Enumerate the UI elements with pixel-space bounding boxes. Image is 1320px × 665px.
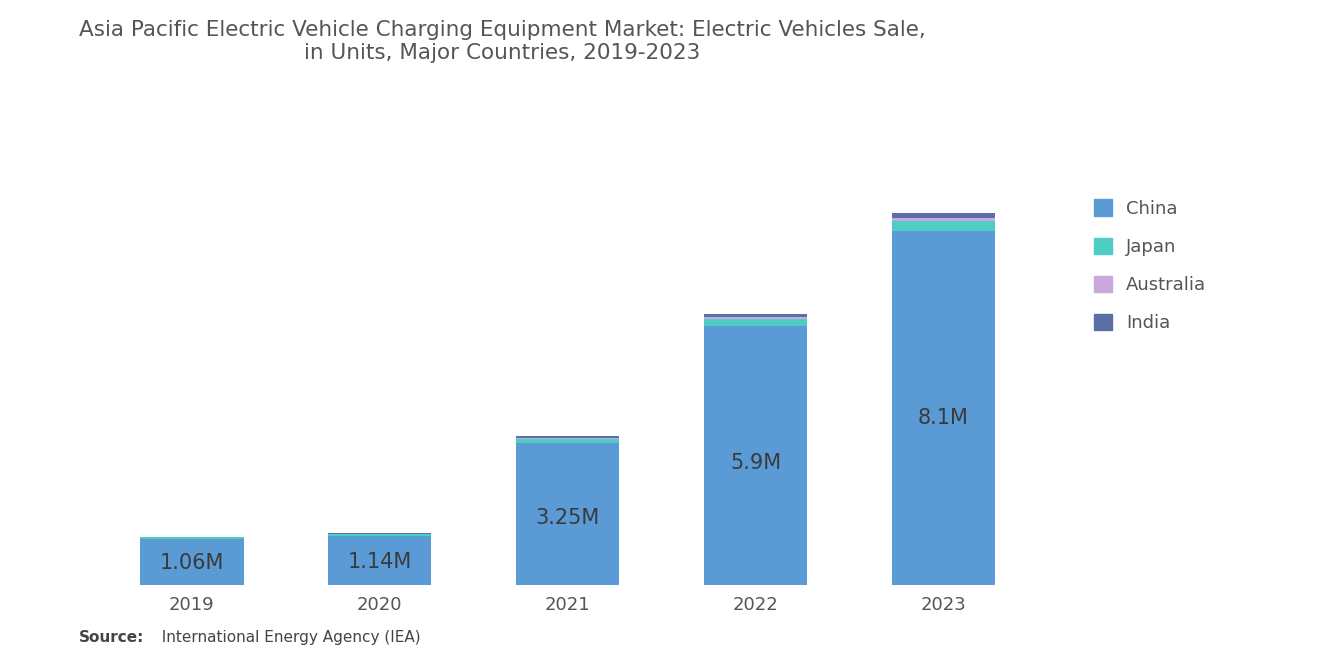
Bar — [891, 231, 995, 585]
Bar — [516, 436, 619, 438]
Bar — [329, 534, 432, 536]
Bar — [516, 443, 619, 585]
Bar — [140, 539, 244, 585]
Bar — [516, 438, 619, 439]
Bar — [891, 217, 995, 221]
Text: 3.25M: 3.25M — [536, 508, 599, 528]
Text: 8.1M: 8.1M — [917, 408, 969, 428]
Text: 5.9M: 5.9M — [730, 454, 781, 473]
Bar — [329, 533, 432, 534]
Bar — [704, 315, 807, 317]
Text: Asia Pacific Electric Vehicle Charging Equipment Market: Electric Vehicles Sale,: Asia Pacific Electric Vehicle Charging E… — [79, 20, 925, 63]
Text: International Energy Agency (IEA): International Energy Agency (IEA) — [152, 630, 421, 645]
Bar — [704, 326, 807, 585]
Bar — [329, 536, 432, 585]
Text: 1.14M: 1.14M — [347, 552, 412, 572]
Bar — [704, 317, 807, 319]
Bar — [891, 221, 995, 231]
Legend: China, Japan, Australia, India: China, Japan, Australia, India — [1085, 190, 1216, 341]
Text: Source:: Source: — [79, 630, 145, 645]
Text: 1.06M: 1.06M — [160, 553, 224, 573]
Bar — [891, 213, 995, 217]
Bar — [704, 319, 807, 326]
Bar — [140, 537, 244, 539]
Bar — [516, 439, 619, 443]
